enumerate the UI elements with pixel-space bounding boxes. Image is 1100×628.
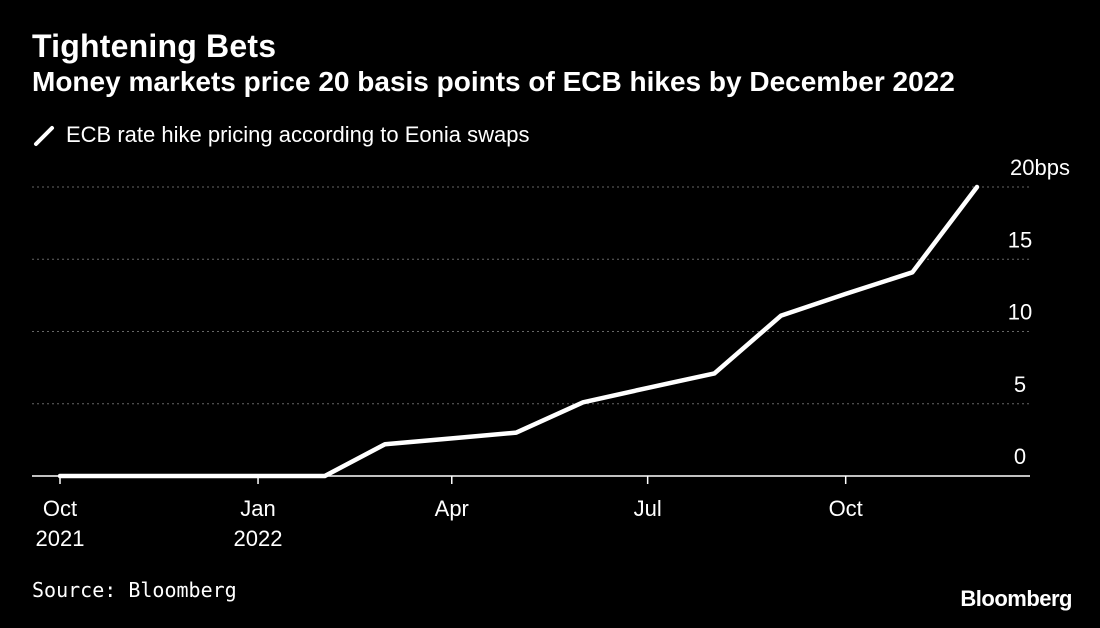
legend: ECB rate hike pricing according to Eonia… (32, 122, 529, 148)
bloomberg-logo: Bloomberg (960, 586, 1072, 611)
legend-label: ECB rate hike pricing according to Eonia… (66, 122, 530, 147)
source-note: Source: Bloomberg (32, 578, 237, 602)
x-tick-label: Oct (829, 496, 863, 521)
x-tick-label: Apr (435, 496, 469, 521)
x-tick-label: Oct (43, 496, 77, 521)
x-tick-label: Jul (634, 496, 662, 521)
grid-lines (32, 186, 1030, 405)
legend-swatch-icon (34, 126, 54, 146)
x-tick-labels: Oct 2021 Jan 2022 Apr Jul Oct (36, 496, 863, 551)
x-tick-label: Jan (240, 496, 275, 521)
y-tick-label: 10 (1008, 300, 1032, 325)
chart-title: Tightening Bets (32, 28, 277, 64)
y-tick-labels: 0 5 10 15 20bps (1008, 155, 1070, 469)
chart-subtitle: Money markets price 20 basis points of E… (32, 66, 955, 97)
y-tick-label: 15 (1008, 227, 1032, 252)
y-tick-label: 0 (1014, 444, 1026, 469)
series (57, 184, 980, 479)
x-tick-year-label: 2022 (234, 526, 283, 551)
y-tick-label: 20bps (1010, 155, 1070, 180)
y-tick-label: 5 (1014, 372, 1026, 397)
x-tick-year-label: 2021 (36, 526, 85, 551)
